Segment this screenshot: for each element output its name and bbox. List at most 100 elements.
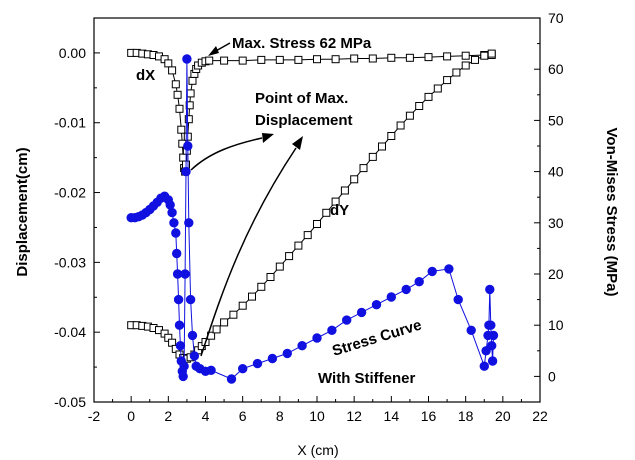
point-dx bbox=[205, 56, 214, 65]
point-dx bbox=[171, 80, 180, 89]
annotation-max-stress-arrowhead bbox=[208, 46, 219, 56]
point-stress-curve bbox=[167, 207, 177, 218]
y-right-tick-label: 30 bbox=[548, 215, 564, 231]
point-dy bbox=[350, 175, 359, 184]
point-dy bbox=[359, 164, 368, 173]
point-stress-curve bbox=[182, 54, 192, 64]
point-stress-curve bbox=[371, 300, 382, 310]
x-tick-label: 16 bbox=[421, 408, 437, 424]
point-stress-curve bbox=[267, 353, 278, 364]
x-tick-label: 10 bbox=[309, 408, 325, 424]
x-tick-label: 18 bbox=[458, 408, 474, 424]
x-tick-label: -2 bbox=[88, 408, 101, 424]
point-stress-curve bbox=[487, 341, 497, 351]
annotation-max-disp-line1: Point of Max. bbox=[255, 90, 348, 107]
point-dy bbox=[471, 55, 479, 64]
point-dx bbox=[257, 55, 266, 64]
point-stress-curve bbox=[171, 228, 181, 238]
point-stress-curve bbox=[180, 269, 190, 279]
point-dx bbox=[168, 66, 177, 75]
point-stress-curve bbox=[282, 348, 292, 359]
annotation-dy: dY bbox=[330, 202, 349, 219]
point-dy bbox=[340, 186, 349, 195]
annotation-arrow-upper-head bbox=[262, 133, 274, 143]
point-dy bbox=[452, 68, 461, 77]
point-dx bbox=[368, 54, 377, 63]
series-line-stress-curve bbox=[131, 58, 494, 380]
point-dx bbox=[184, 115, 193, 124]
point-dx bbox=[188, 76, 197, 85]
x-tick-label: 14 bbox=[384, 408, 400, 424]
point-dy bbox=[257, 282, 266, 291]
point-dx bbox=[405, 53, 414, 62]
point-stress-curve bbox=[169, 218, 179, 228]
series-layer bbox=[126, 48, 499, 384]
y-right-tick-label: 70 bbox=[548, 10, 564, 26]
y-axis-left-title: Displacement(cm) bbox=[14, 147, 31, 276]
point-dy bbox=[229, 310, 238, 319]
annotation-arrow-upper bbox=[190, 137, 263, 171]
point-dx bbox=[177, 125, 186, 134]
annotation-max-stress: Max. Stress 62 MPa bbox=[232, 35, 372, 52]
y-right-tick-label: 60 bbox=[548, 61, 564, 77]
x-tick-label: 2 bbox=[164, 408, 172, 424]
point-dy bbox=[480, 51, 489, 60]
point-stress-curve bbox=[356, 307, 367, 318]
y-axis-right: 0 10 20 30 40 50 60 70 bbox=[534, 10, 564, 403]
point-stress-curve bbox=[226, 374, 237, 384]
x-axis-title: X (cm) bbox=[297, 442, 338, 458]
point-dx bbox=[313, 55, 321, 64]
point-stress-curve bbox=[238, 364, 248, 374]
point-stress-curve bbox=[327, 325, 337, 335]
x-tick-label: 6 bbox=[239, 408, 247, 424]
point-dy bbox=[387, 132, 396, 140]
point-stress-curve bbox=[181, 166, 191, 177]
point-stress-curve bbox=[189, 351, 200, 361]
point-stress-curve bbox=[485, 284, 495, 295]
annotation-arrow-lower bbox=[200, 147, 297, 357]
point-stress-curve bbox=[252, 358, 263, 369]
point-dx bbox=[350, 54, 359, 63]
point-stress-curve bbox=[174, 320, 185, 330]
y-right-tick-label: 10 bbox=[548, 317, 564, 333]
point-dy bbox=[331, 197, 340, 206]
point-stress-curve bbox=[178, 371, 188, 382]
annotation-arrow-lower-head bbox=[292, 136, 303, 150]
point-stress-curve bbox=[479, 361, 489, 371]
point-dx bbox=[220, 56, 229, 65]
y-axis-left: -0.05 -0.04 -0.03 -0.02 -0.01 0.00 bbox=[54, 17, 100, 410]
point-dy bbox=[461, 61, 470, 70]
y-right-tick-label: 50 bbox=[548, 112, 564, 128]
point-dy bbox=[303, 231, 312, 240]
annotation-max-disp-line2: Displacement bbox=[255, 112, 353, 129]
point-dy bbox=[405, 111, 414, 120]
point-dy bbox=[285, 252, 294, 261]
point-dx bbox=[173, 90, 182, 99]
point-dx bbox=[424, 53, 433, 62]
x-tick-label: 20 bbox=[495, 408, 511, 424]
y-left-tick-label: 0.00 bbox=[59, 45, 86, 61]
point-dy bbox=[415, 102, 424, 110]
x-tick-label: 8 bbox=[276, 408, 284, 424]
point-stress-curve bbox=[173, 294, 184, 305]
point-stress-curve bbox=[444, 264, 454, 274]
point-dy bbox=[322, 208, 331, 217]
point-stress-curve bbox=[342, 315, 352, 325]
point-dy bbox=[313, 220, 321, 228]
point-stress-curve bbox=[183, 141, 193, 151]
y-axis-right-title: Von-Mises Stress (MPa) bbox=[603, 128, 620, 297]
y-left-tick-label: -0.04 bbox=[54, 324, 86, 340]
point-stress-curve bbox=[486, 320, 496, 330]
point-stress-curve bbox=[453, 294, 463, 305]
point-dx bbox=[461, 51, 470, 60]
x-axis: -2 0 2 4 6 8 10 12 14 16 18 20 22 bbox=[88, 396, 548, 424]
point-dx bbox=[294, 55, 303, 64]
x-tick-label: 12 bbox=[346, 408, 362, 424]
point-dy bbox=[433, 84, 442, 93]
y-right-tick-label: 20 bbox=[548, 266, 564, 282]
point-dy bbox=[212, 325, 221, 334]
x-tick-label: 4 bbox=[202, 408, 210, 424]
point-dy bbox=[487, 49, 496, 58]
point-dy bbox=[294, 241, 303, 250]
